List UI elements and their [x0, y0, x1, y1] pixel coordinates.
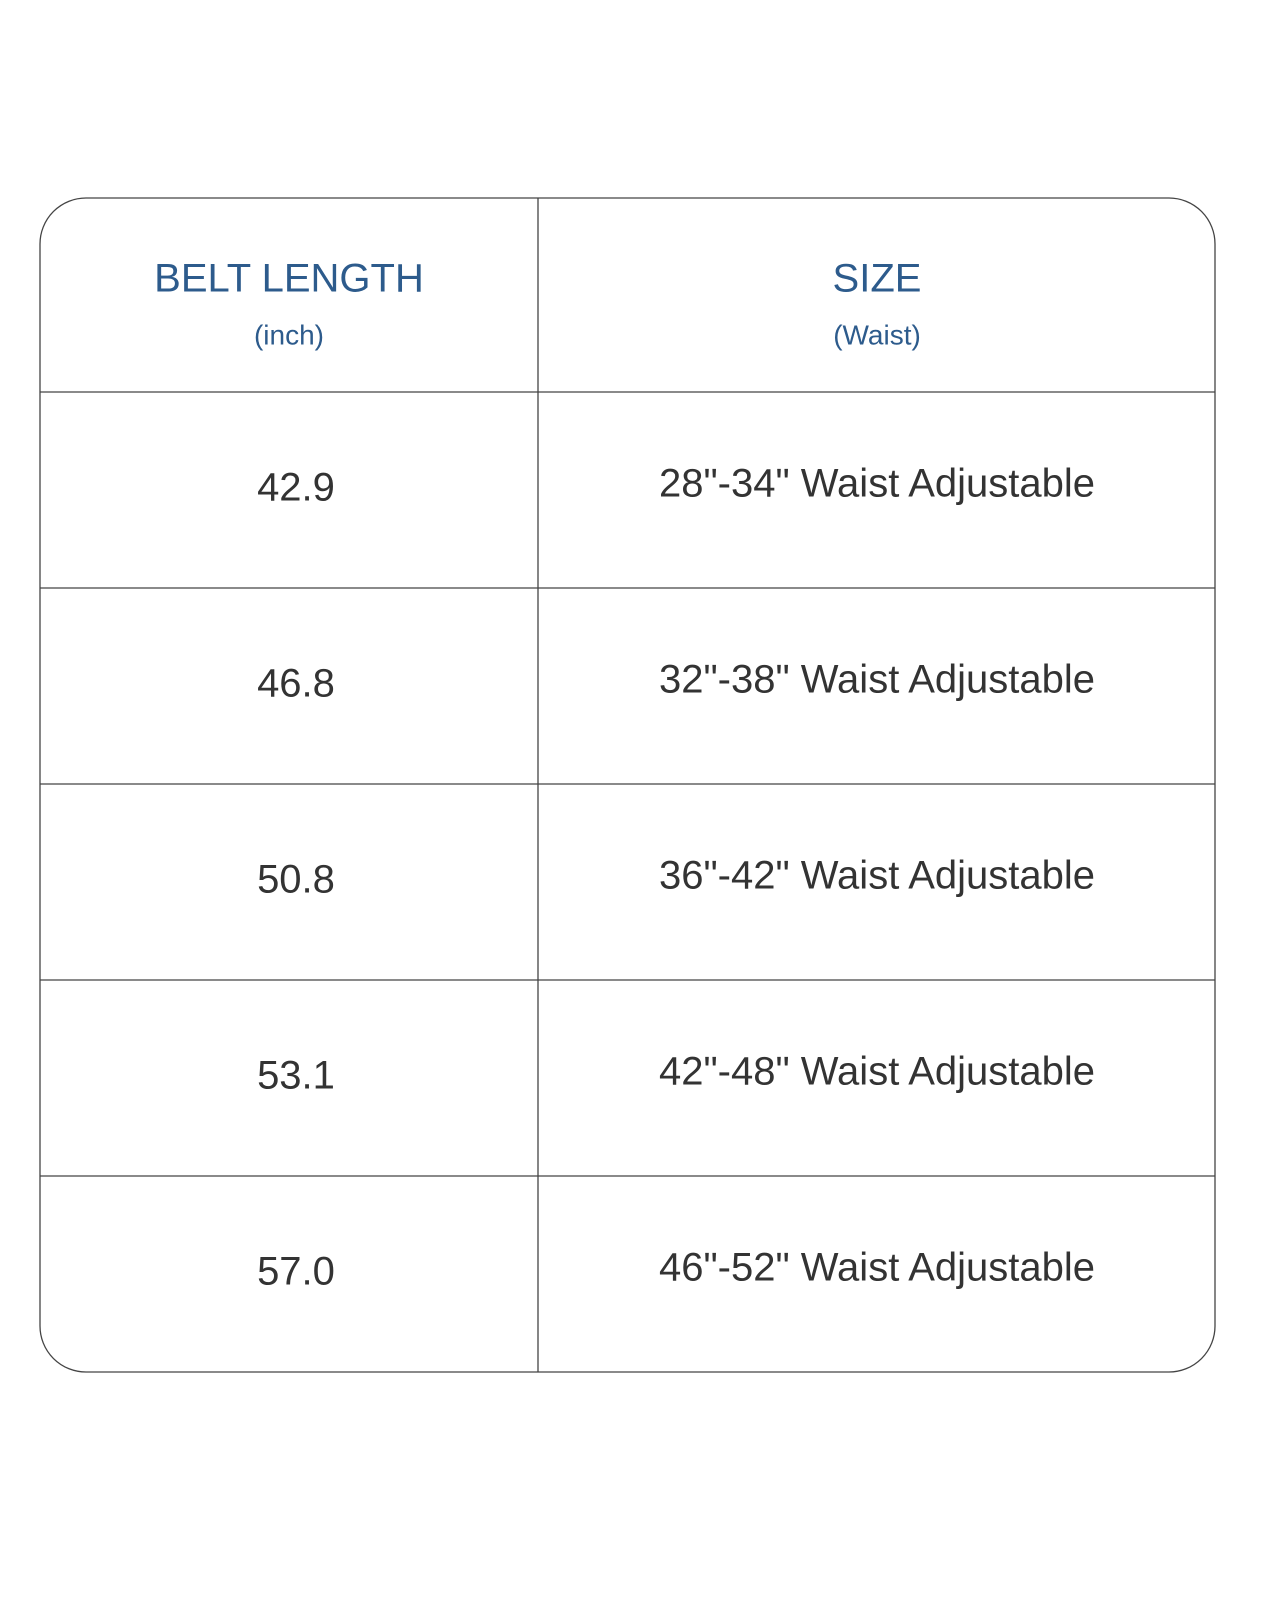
header-subtitle: (Waist) — [833, 319, 921, 350]
waist-size: 28"-34" Waist Adjustable — [659, 462, 1095, 506]
belt-length: 50.8 — [257, 858, 335, 902]
table-border — [39, 197, 1216, 1373]
belt-length: 46.8 — [257, 662, 335, 706]
waist-size: 32"-38" Waist Adjustable — [659, 658, 1095, 702]
waist-size: 36"-42" Waist Adjustable — [659, 854, 1095, 898]
belt-length: 57.0 — [257, 1250, 335, 1294]
header-subtitle: (inch) — [254, 319, 324, 350]
waist-size: 42"-48" Waist Adjustable — [659, 1050, 1095, 1094]
belt-length: 53.1 — [257, 1054, 335, 1098]
waist-size: 46"-52" Waist Adjustable — [659, 1246, 1095, 1290]
belt-length: 42.9 — [257, 466, 335, 510]
header-title: SIZE — [833, 257, 922, 301]
header-title: BELT LENGTH — [154, 257, 424, 301]
